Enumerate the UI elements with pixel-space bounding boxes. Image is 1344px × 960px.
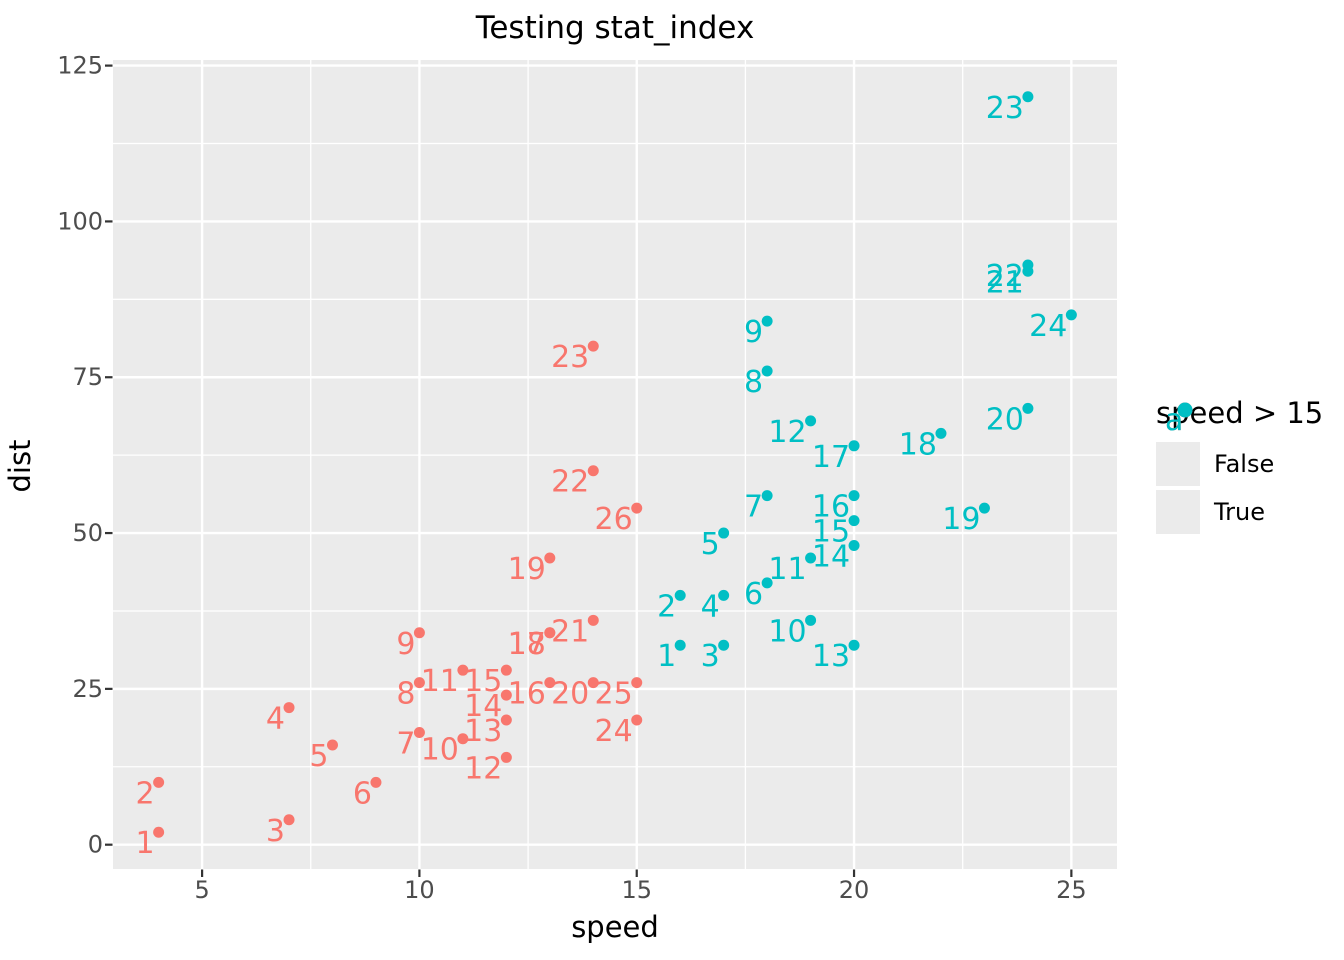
svg-text:18: 18 (899, 427, 937, 462)
svg-text:1: 1 (136, 826, 155, 861)
svg-text:75: 75 (72, 363, 103, 391)
svg-text:9: 9 (744, 315, 763, 350)
legend: speed > 15 a False a True (1156, 396, 1323, 538)
svg-text:25: 25 (1056, 876, 1087, 904)
svg-text:4: 4 (701, 589, 720, 624)
legend-a-1: a (1165, 403, 1183, 438)
svg-text:12: 12 (464, 751, 502, 786)
svg-text:2: 2 (657, 589, 676, 624)
legend-label-false: False (1214, 450, 1275, 478)
legend-key-false: a (1156, 402, 1200, 486)
svg-text:26: 26 (595, 502, 633, 537)
svg-text:24: 24 (1029, 309, 1067, 344)
svg-text:4: 4 (266, 702, 285, 737)
legend-dot-1 (1177, 402, 1193, 418)
svg-text:21: 21 (551, 614, 589, 649)
svg-text:9: 9 (396, 627, 415, 662)
svg-text:5: 5 (194, 876, 209, 904)
svg-text:11: 11 (421, 664, 459, 699)
svg-text:11: 11 (768, 552, 806, 587)
svg-text:6: 6 (353, 776, 372, 811)
legend-entry-true: a True (1156, 402, 1323, 534)
svg-text:23: 23 (551, 340, 589, 375)
svg-text:100: 100 (57, 207, 103, 235)
svg-text:17: 17 (508, 627, 546, 662)
svg-text:7: 7 (744, 490, 763, 525)
svg-text:8: 8 (744, 365, 763, 400)
svg-text:16: 16 (508, 677, 546, 712)
svg-text:1: 1 (657, 639, 676, 674)
svg-text:20: 20 (839, 876, 870, 904)
svg-text:7: 7 (396, 727, 415, 762)
svg-text:125: 125 (57, 52, 103, 80)
legend-entry-false: a False (1156, 402, 1323, 486)
svg-text:15: 15 (812, 515, 850, 550)
svg-text:21: 21 (986, 265, 1024, 300)
svg-text:8: 8 (396, 677, 415, 712)
svg-text:24: 24 (595, 714, 633, 749)
svg-text:25: 25 (72, 675, 103, 703)
svg-text:13: 13 (812, 639, 850, 674)
svg-text:22: 22 (551, 465, 589, 500)
svg-text:15: 15 (621, 876, 652, 904)
svg-text:22: 22 (986, 259, 1024, 294)
y-axis-title: dist (3, 439, 37, 493)
svg-text:13: 13 (464, 714, 502, 749)
svg-text:10: 10 (768, 614, 806, 649)
x-axis-title: speed (571, 910, 659, 944)
svg-text:10: 10 (404, 876, 435, 904)
svg-text:20: 20 (551, 677, 589, 712)
svg-text:12: 12 (768, 415, 806, 450)
legend-key-true: a (1156, 402, 1200, 534)
svg-text:3: 3 (266, 814, 285, 849)
svg-text:15: 15 (464, 664, 502, 699)
svg-text:10: 10 (421, 733, 459, 768)
svg-text:17: 17 (812, 440, 850, 475)
svg-text:14: 14 (812, 540, 850, 575)
svg-text:50: 50 (72, 519, 103, 547)
svg-text:14: 14 (464, 689, 502, 724)
svg-text:2: 2 (136, 776, 155, 811)
svg-text:16: 16 (812, 490, 850, 525)
svg-text:19: 19 (508, 552, 546, 587)
svg-text:0: 0 (88, 831, 103, 859)
svg-text:6: 6 (744, 577, 763, 612)
svg-text:25: 25 (595, 677, 633, 712)
svg-text:18: 18 (508, 627, 546, 662)
legend-label-true: True (1214, 498, 1265, 526)
svg-text:3: 3 (701, 639, 720, 674)
plot-title: Testing stat_index (475, 10, 755, 46)
svg-text:19: 19 (942, 502, 980, 537)
svg-text:5: 5 (701, 527, 720, 562)
svg-text:5: 5 (309, 739, 328, 774)
svg-text:20: 20 (986, 402, 1024, 437)
svg-text:23: 23 (986, 91, 1024, 126)
